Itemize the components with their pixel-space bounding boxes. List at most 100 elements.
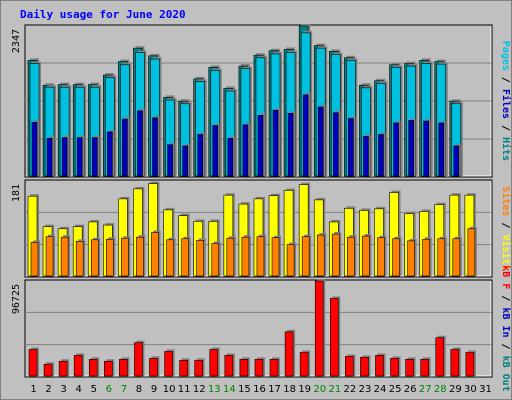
kbf-bar (329, 296, 341, 377)
kbf-bar-body (314, 280, 324, 377)
sites-bar-body (45, 236, 54, 277)
sites-bar-body (422, 238, 430, 277)
pages-bar-body (332, 112, 339, 177)
x-tick-label: 23 (359, 384, 372, 395)
sites-bar (452, 236, 462, 277)
x-tick-label: 31 (479, 384, 492, 395)
kbf-bar (104, 359, 115, 377)
x-tick-label: 5 (91, 384, 97, 395)
sites-bar-body (392, 238, 400, 277)
sites-bar (241, 235, 251, 277)
kbf-bar-body (194, 359, 204, 377)
x-tick-label: 8 (136, 384, 142, 395)
sites-bar (407, 238, 417, 277)
kbf-bar (465, 350, 476, 377)
sites-bar (286, 242, 297, 277)
x-tick-label: 2 (45, 384, 51, 395)
pages-bar (197, 132, 205, 177)
kbf-bar-body (465, 352, 475, 377)
kbf-bar (28, 347, 39, 377)
pages-bar (182, 143, 190, 177)
legend-part: kB Out (500, 356, 511, 392)
sites-bar (75, 239, 86, 277)
x-tick-label: 4 (76, 384, 82, 395)
sites-bar (30, 240, 40, 277)
sites-bar-body (136, 236, 144, 277)
legend-part: / (500, 289, 511, 307)
sites-bar-body (271, 237, 280, 277)
sites-bar-body (256, 236, 265, 277)
kbf-bar-body (134, 342, 143, 377)
sites-bar (166, 237, 176, 277)
kbf-bar (164, 349, 175, 377)
x-tick-label: 6 (106, 384, 112, 395)
sites-bar-body (301, 236, 310, 277)
legend-part: / (500, 338, 511, 356)
kbf-bar-body (149, 358, 158, 377)
pages-bar (257, 113, 265, 177)
kbf-bar-body (209, 349, 219, 377)
pages-bar-body (46, 137, 53, 177)
panel-3-ymax-label: 96725 (11, 284, 22, 314)
kbf-bar-body (254, 359, 264, 377)
sites-bar (211, 241, 221, 277)
pages-bar-body (31, 122, 38, 177)
x-tick-label: 13 (208, 384, 221, 395)
pages-bar-body (302, 94, 309, 177)
legend-part: / (500, 119, 511, 137)
x-tick-label: 15 (238, 384, 251, 395)
x-tick-label: 14 (223, 384, 236, 395)
pages-bar-body (453, 145, 460, 177)
kbf-bar (58, 359, 70, 377)
pages-bar-body (197, 134, 204, 177)
pages-bar-body (363, 136, 369, 177)
pages-bar (212, 123, 220, 177)
kbf-bar-body (119, 359, 128, 377)
sites-bar (392, 236, 402, 277)
sites-bar (151, 230, 161, 277)
x-tick-label: 21 (328, 384, 341, 395)
kbf-bar-body (299, 352, 309, 377)
sites-bar-body (30, 242, 39, 277)
kbf-bar-body (224, 355, 234, 377)
pages-bar (348, 116, 356, 177)
kbf-bar-body (104, 360, 113, 377)
kbf-bar (405, 357, 416, 377)
pages-bar-body (91, 137, 98, 177)
sites-bar (136, 235, 146, 277)
kbf-bar-body (284, 331, 294, 377)
pages-bar (76, 135, 85, 177)
kbf-bar (88, 357, 100, 377)
pages-bar (272, 108, 281, 177)
pages-bar-body (167, 144, 173, 177)
pages-bar (438, 120, 446, 177)
kbf-bar (43, 362, 55, 377)
kbf-bar (284, 329, 296, 377)
sites-bar-body (211, 243, 220, 277)
x-tick-label: 26 (404, 384, 417, 395)
kbf-bar-body (28, 349, 38, 377)
sites-bar-body (437, 238, 446, 277)
sites-bar-body (181, 238, 189, 277)
panel-2-legend: Sites / Visits (500, 186, 512, 270)
panel-2-ymax-label: 181 (11, 184, 22, 202)
pages-bar (107, 129, 115, 177)
pages-bar (378, 132, 386, 177)
legend-part: Pages (500, 41, 511, 71)
sites-bar-body (377, 237, 385, 277)
sites-bar-body (166, 239, 174, 277)
pages-bar-body (76, 137, 83, 177)
pages-bar-body (137, 110, 143, 177)
pages-bar (393, 120, 401, 177)
pages-bar-body (61, 137, 68, 177)
kbf-bar (269, 357, 281, 377)
pages-bar-body (257, 114, 264, 177)
sites-bar (467, 226, 477, 277)
kbf-bar-body (390, 358, 399, 377)
sites-bar-body (316, 234, 325, 277)
sites-bar-body (452, 238, 461, 277)
sites-bar-body (407, 240, 415, 277)
sites-bar-body (151, 232, 159, 277)
sites-bar-body (467, 228, 476, 277)
legend-part: / (500, 216, 511, 234)
